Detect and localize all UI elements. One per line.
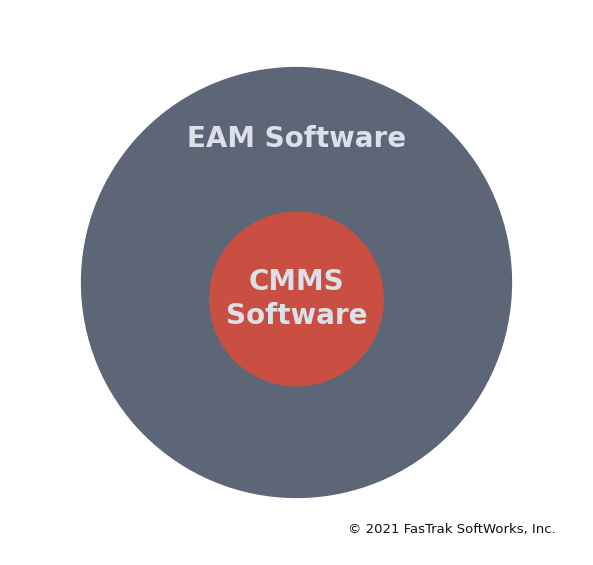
Text: © 2021 FasTrak SoftWorks, Inc.: © 2021 FasTrak SoftWorks, Inc. xyxy=(347,523,556,536)
Text: CMMS
Software: CMMS Software xyxy=(226,268,367,331)
Circle shape xyxy=(82,68,511,497)
Circle shape xyxy=(210,212,383,386)
Text: EAM Software: EAM Software xyxy=(187,125,406,153)
